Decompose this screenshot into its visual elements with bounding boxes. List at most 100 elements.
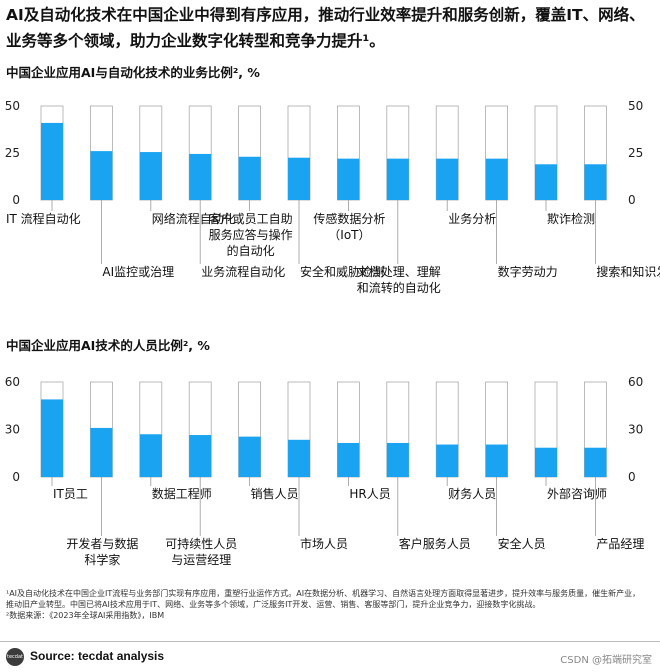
y-tick-right: 50 xyxy=(628,99,643,113)
bar xyxy=(535,447,557,477)
category-label-line: 客户服务人员 xyxy=(399,536,471,551)
y-tick-right: 0 xyxy=(628,193,636,207)
category-label-line: HR人员 xyxy=(349,487,390,501)
category-label: HR人员 xyxy=(349,487,390,501)
category-label: 开发者与数据科学家 xyxy=(66,536,138,567)
bar xyxy=(584,447,607,477)
category-label: 可持续性人员与运营经理 xyxy=(165,536,237,567)
category-label-line: 数字劳动力 xyxy=(498,264,558,279)
source-bar: tecdat Source: tecdat analysis CSDN @拓端研… xyxy=(0,641,660,672)
category-label-line: 财务人员 xyxy=(448,486,496,501)
category-label-line: IT 流程自动化 xyxy=(6,211,81,226)
category-label-line: 网络流程自动化 xyxy=(152,211,236,226)
category-label: 传感数据分析 （IoT） xyxy=(313,211,385,242)
category-label-line: AI监控或治理 xyxy=(102,265,174,279)
category-label: 欺诈检测 xyxy=(547,211,595,226)
category-label-line: 的自动化 xyxy=(227,243,275,258)
bar xyxy=(288,439,310,477)
headline: AI及自动化技术在中国企业中得到有序应用，推动行业效率提升和服务创新，覆盖IT、… xyxy=(6,6,645,50)
category-label: 数据工程师 xyxy=(152,486,212,501)
category-label-line: 外部咨询师 xyxy=(547,486,607,501)
category-label-line: 与运营经理 xyxy=(171,553,231,567)
category-label: 业务流程自动化 xyxy=(201,264,285,279)
category-label: 客户或员工自助服务应答与操作的自动化 xyxy=(209,211,293,258)
category-label: 网络流程自动化 xyxy=(152,211,236,226)
category-label-line: 搜索和知识发现 xyxy=(596,264,660,279)
y-tick-right: 60 xyxy=(628,375,643,389)
y-tick-right: 0 xyxy=(628,470,636,484)
bar xyxy=(238,156,261,200)
source-label: Source: tecdat analysis xyxy=(30,649,165,663)
category-label-line: 欺诈检测 xyxy=(547,211,595,226)
y-tick-left: 60 xyxy=(5,375,20,389)
category-label-line: 业务流程自动化 xyxy=(201,264,285,279)
category-label-line: 业务分析 xyxy=(448,211,496,226)
category-label: AI监控或治理 xyxy=(102,265,174,279)
bar xyxy=(238,436,261,477)
category-label-line: 开发者与数据 xyxy=(66,536,138,551)
bar xyxy=(139,434,162,477)
chart-title-business: 中国企业应用AI与自动化技术的业务比例², % xyxy=(6,65,260,80)
category-label-line: 服务应答与操作 xyxy=(209,227,293,242)
watermark: CSDN @拓端研究室 xyxy=(560,655,652,666)
category-label-line: 文档处理、理解 xyxy=(357,264,441,279)
bar xyxy=(90,151,113,200)
category-label: 销售人员 xyxy=(251,486,299,501)
bar xyxy=(386,442,409,477)
bar xyxy=(584,164,607,200)
bar xyxy=(436,444,459,477)
category-label-line: 和流转的自动化 xyxy=(357,280,441,295)
category-label-line: 客户或员工自助 xyxy=(209,211,293,226)
y-tick-right: 25 xyxy=(628,146,643,160)
category-label: 文档处理、理解和流转的自动化 xyxy=(357,264,441,295)
category-label: 数字劳动力 xyxy=(498,264,558,279)
bar xyxy=(189,435,212,477)
bar xyxy=(436,158,459,200)
category-label: 安全人员 xyxy=(498,536,546,551)
y-tick-left: 25 xyxy=(5,146,20,160)
bar xyxy=(41,122,63,200)
footnote-source: ²数据来源：《2023年全球AI采用指数》，IBM xyxy=(6,611,165,620)
bar xyxy=(485,444,508,477)
bar xyxy=(139,152,162,200)
y-tick-left: 50 xyxy=(5,99,20,113)
category-label-line: 传感数据分析 xyxy=(313,211,385,226)
chart-title-personnel: 中国企业应用AI技术的人员比例², % xyxy=(6,338,210,353)
category-label: 搜索和知识发现 xyxy=(596,264,660,279)
category-label-line: IT员工 xyxy=(53,487,88,501)
category-label: 外部咨询师 xyxy=(547,486,607,501)
bar xyxy=(41,399,63,477)
category-label: 产品经理 xyxy=(596,537,644,551)
bar xyxy=(535,164,557,200)
category-label-line: 市场人员 xyxy=(300,536,348,551)
bar xyxy=(386,158,409,200)
category-label-line: 安全和威胁检测 xyxy=(300,264,384,279)
category-label-line: 销售人员 xyxy=(251,486,299,501)
category-label-line: 可持续性人员 xyxy=(165,536,237,551)
category-label-line: 科学家 xyxy=(84,552,120,567)
bar xyxy=(337,442,360,477)
category-label-line: （IoT） xyxy=(328,228,370,242)
footnote: ¹AI及自动化技术在中国企业IT流程与业务部门实现有序应用，重塑行业运作方式。A… xyxy=(6,588,646,621)
bar xyxy=(90,427,113,477)
category-label: 业务分析 xyxy=(448,211,496,226)
y-tick-left: 0 xyxy=(12,193,20,207)
category-label: 安全和威胁检测 xyxy=(300,264,384,279)
category-label-line: 数据工程师 xyxy=(152,486,212,501)
footnote-text: ¹AI及自动化技术在中国企业IT流程与业务部门实现有序应用，重塑行业运作方式。A… xyxy=(6,589,641,609)
category-label: 客户服务人员 xyxy=(399,536,471,551)
category-label-line: 安全人员 xyxy=(498,536,546,551)
category-label: 财务人员 xyxy=(448,486,496,501)
tecdat-logo: tecdat xyxy=(6,648,24,666)
category-label-line: 产品经理 xyxy=(596,537,644,551)
bar xyxy=(485,158,508,200)
y-tick-left: 30 xyxy=(5,423,20,437)
category-label: IT员工 xyxy=(53,487,88,501)
category-label: 市场人员 xyxy=(300,536,348,551)
y-tick-left: 0 xyxy=(12,470,20,484)
category-label: IT 流程自动化 xyxy=(6,211,81,226)
bar xyxy=(189,153,212,200)
bar xyxy=(337,158,360,200)
